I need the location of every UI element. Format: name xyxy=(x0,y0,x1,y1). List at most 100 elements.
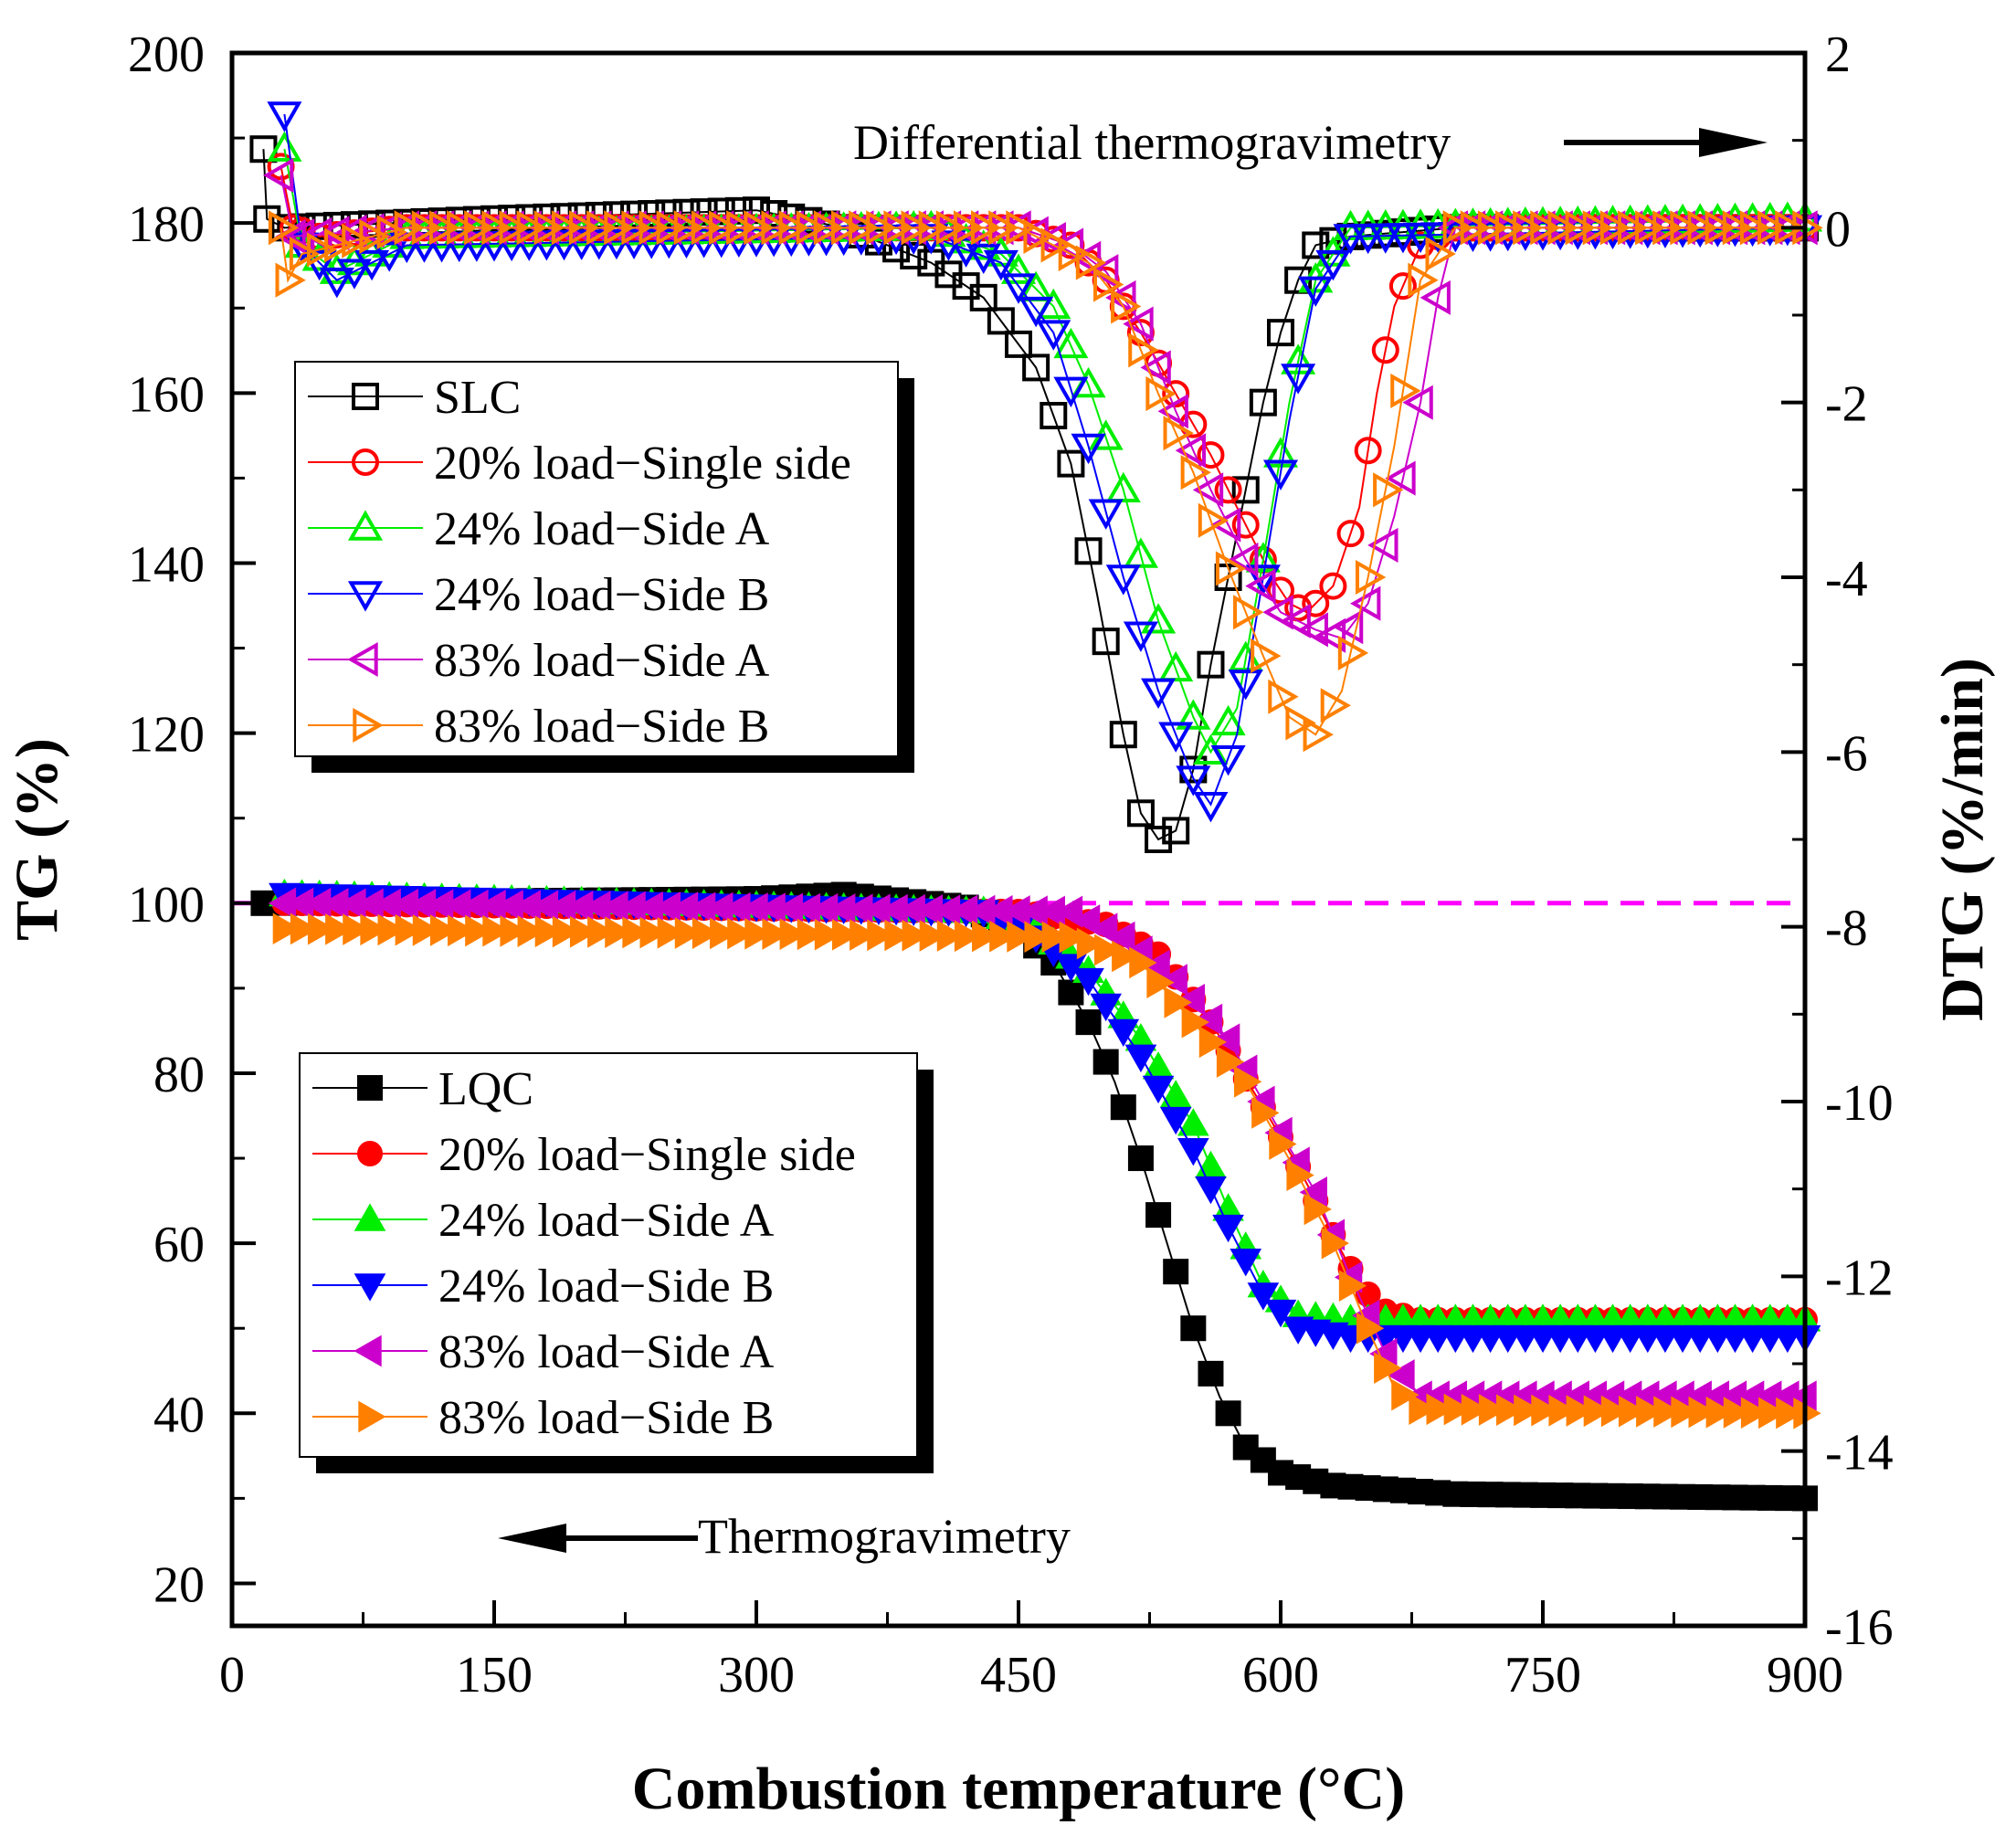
legend-box xyxy=(299,1052,918,1458)
tg-point xyxy=(1356,1312,1385,1345)
dtg-point xyxy=(1354,437,1382,465)
dtg-point xyxy=(1285,705,1316,741)
dtg-point xyxy=(1262,437,1299,468)
tg-point xyxy=(552,915,581,948)
tg-point xyxy=(1195,1176,1227,1205)
dtg-point xyxy=(1228,542,1259,577)
dtg-point xyxy=(1403,222,1439,254)
tg-point xyxy=(1776,1397,1804,1429)
tg-point xyxy=(1409,1393,1437,1425)
dtg-point xyxy=(1193,792,1229,823)
dtg-point xyxy=(1388,272,1417,301)
tg-point xyxy=(1391,1378,1420,1411)
dtg-point xyxy=(743,196,770,225)
tg-point xyxy=(1090,993,1122,1022)
tg-point xyxy=(343,913,371,945)
y2-axis-label: DTG (%/min) xyxy=(1929,658,1996,1021)
dtg-point xyxy=(1599,210,1631,246)
legend-marker xyxy=(357,1075,383,1101)
dtg-point xyxy=(1281,364,1316,395)
tg-point xyxy=(1164,986,1192,1018)
tg-point xyxy=(1234,1065,1262,1098)
tg-point xyxy=(1142,1075,1175,1104)
tg-point xyxy=(517,915,545,947)
legend-label: 24% load−Side B xyxy=(434,569,769,621)
x-axis-label: Combustion temperature (°C) xyxy=(632,1756,1405,1822)
tg-point xyxy=(1461,1393,1490,1426)
y2-tick-label: -2 xyxy=(1825,376,1868,433)
dtg-point xyxy=(301,249,337,281)
y-tick-label: 200 xyxy=(128,26,205,83)
tg-point xyxy=(1075,1009,1102,1036)
dtg-point xyxy=(1739,210,1771,246)
dtg-point xyxy=(1197,650,1225,679)
dtg-point xyxy=(900,241,928,269)
tg-point xyxy=(1723,1397,1752,1429)
tg-point xyxy=(1180,1315,1207,1342)
dtg-point xyxy=(1105,564,1141,596)
tg-point xyxy=(1159,1080,1192,1108)
dtg-point xyxy=(1477,210,1509,246)
dtg-point xyxy=(1210,704,1246,736)
dtg-point xyxy=(499,210,530,246)
dtg-point xyxy=(1231,511,1260,539)
tg-point xyxy=(1093,934,1123,966)
dtg-point xyxy=(1000,253,1037,284)
tg-point xyxy=(429,914,459,946)
tg-point xyxy=(1092,1049,1119,1075)
dtg-point xyxy=(1105,471,1141,503)
tg-point xyxy=(902,919,930,952)
tg-point xyxy=(850,919,878,951)
dtg-point xyxy=(494,230,530,262)
dtg-point xyxy=(691,210,723,246)
legend-label: 83% load−Side A xyxy=(434,635,770,687)
dtg-point xyxy=(1176,765,1211,796)
tg-point xyxy=(1107,921,1135,954)
dtg-point xyxy=(1214,476,1242,504)
tg-point xyxy=(1124,1044,1157,1072)
tg-point xyxy=(831,919,860,951)
tg-point xyxy=(360,913,388,946)
x-tick-label: 900 xyxy=(1767,1647,1843,1704)
tg-point xyxy=(1514,1394,1542,1427)
dtg-point xyxy=(324,227,355,263)
tg-point xyxy=(412,914,441,946)
legend-marker xyxy=(357,1141,383,1166)
dtg-point xyxy=(1565,210,1596,246)
arrow-right-icon xyxy=(1564,128,1768,157)
dtg-point xyxy=(604,210,635,246)
y-tick-label: 140 xyxy=(128,536,205,593)
tg-point xyxy=(1211,1023,1240,1056)
legend-tg: LQC 20% load−Single side 24% load−Side A 24… xyxy=(299,1052,934,1473)
dtg-point xyxy=(1158,722,1194,753)
legend-label: SLC xyxy=(434,372,521,424)
dtg-point xyxy=(459,231,494,262)
tg-point xyxy=(622,916,650,949)
dtg-point xyxy=(1163,416,1194,451)
dtg-point xyxy=(336,214,367,249)
tg-point xyxy=(1215,1400,1241,1427)
dtg-point xyxy=(1367,527,1399,563)
tg-point xyxy=(1443,1393,1472,1426)
dtg-point xyxy=(1193,733,1229,765)
dtg-point xyxy=(639,210,670,246)
tg-point xyxy=(674,917,703,949)
dtg-point xyxy=(1333,224,1368,255)
dtg-point xyxy=(267,101,302,132)
dtg-point xyxy=(709,210,740,246)
legend-marker xyxy=(347,641,378,678)
x-tick-label: 750 xyxy=(1504,1647,1581,1704)
dtg-point xyxy=(359,218,390,254)
dtg-point xyxy=(1071,433,1106,465)
dtg-point xyxy=(1722,210,1754,246)
tg-point xyxy=(1374,1352,1402,1384)
dtg-point xyxy=(1209,507,1241,543)
y2-tick-label: -12 xyxy=(1825,1250,1894,1306)
dtg-point xyxy=(1000,273,1037,304)
dtg-point xyxy=(673,210,705,246)
dtg-point xyxy=(564,229,599,260)
dtg-point xyxy=(1302,589,1330,617)
dtg-point xyxy=(987,307,1015,335)
dtg-series-83-load-side-b xyxy=(268,210,1823,753)
y2-tick-label: 2 xyxy=(1825,26,1851,83)
